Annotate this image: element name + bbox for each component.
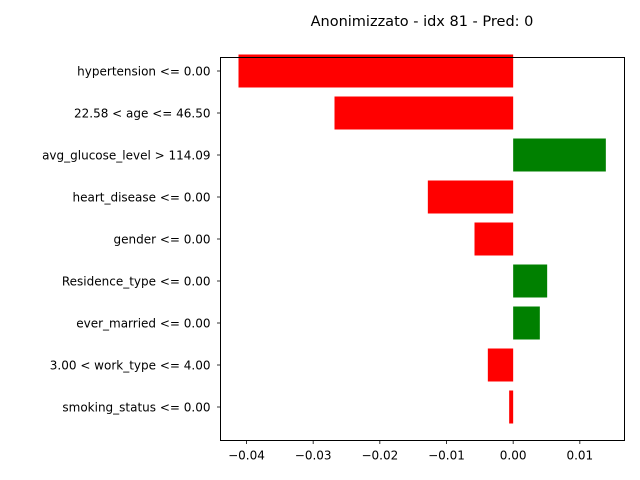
bars-group	[238, 54, 606, 424]
y-tick-label: heart_disease <= 0.00	[72, 191, 210, 205]
bar-8	[487, 348, 514, 382]
y-axis-ticks: hypertension <= 0.00 22.58 < age <= 46.50…	[42, 65, 221, 415]
bar-6	[513, 264, 548, 298]
x-tick-label: −0.02	[361, 449, 398, 463]
x-tick-label: 0.01	[566, 449, 593, 463]
y-tick-label: ever_married <= 0.00	[76, 317, 210, 331]
x-axis-ticks: −0.04 −0.03 −0.02 −0.01 0.00 0.01	[228, 440, 593, 463]
y-tick-label: 3.00 < work_type <= 4.00	[50, 359, 211, 373]
bar-3	[513, 138, 606, 172]
bar-4	[427, 180, 514, 214]
y-tick-label: 22.58 < age <= 46.50	[74, 107, 210, 121]
y-tick-label: hypertension <= 0.00	[77, 65, 210, 79]
bar-9	[509, 390, 514, 424]
y-tick-label: avg_glucose_level > 114.09	[42, 149, 210, 163]
y-tick-label: smoking_status <= 0.00	[62, 401, 210, 415]
x-tick-label: −0.03	[295, 449, 332, 463]
y-tick-label: gender <= 0.00	[114, 233, 211, 247]
bar-1	[238, 54, 514, 88]
plot-frame	[220, 57, 625, 441]
x-tick-label: −0.01	[428, 449, 465, 463]
y-tick-label: Residence_type <= 0.00	[62, 275, 211, 289]
bar-7	[513, 306, 540, 340]
bar-5	[474, 222, 514, 256]
chart-title: Anonimizzato - idx 81 - Pred: 0	[311, 14, 534, 30]
bar-2	[334, 96, 514, 130]
x-tick-label: 0.00	[500, 449, 527, 463]
x-tick-label: −0.04	[228, 449, 265, 463]
